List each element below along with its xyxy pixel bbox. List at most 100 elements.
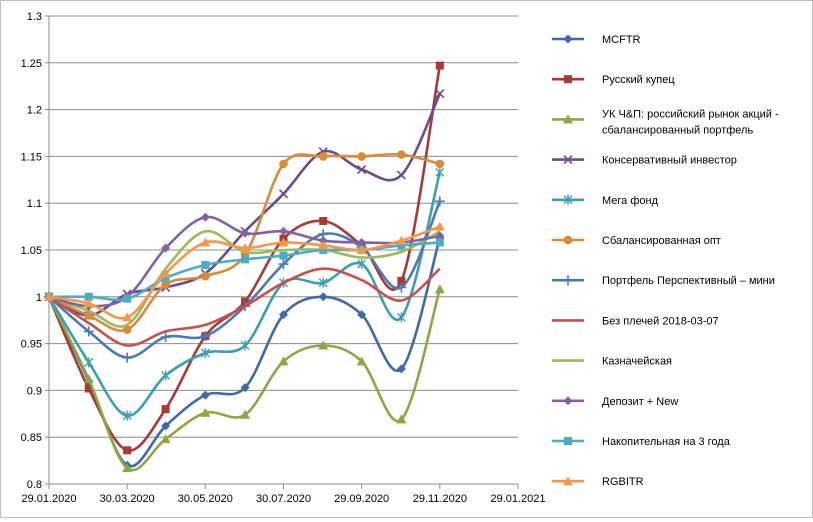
- data-point: [201, 271, 210, 281]
- data-point: [161, 243, 171, 253]
- data-point: [83, 298, 94, 308]
- data-point: [84, 292, 93, 301]
- legend: MCFTR Русский купец УК Ч&П: российский рын…: [552, 34, 779, 488]
- legend-label: Консервативный инвестор: [602, 155, 737, 167]
- data-point: [279, 226, 288, 236]
- legend-swatch-marker: [564, 75, 572, 84]
- series-2: [44, 284, 445, 473]
- data-point: [200, 390, 210, 400]
- data-point: [44, 291, 54, 301]
- data-point: [396, 170, 406, 180]
- data-point: [397, 276, 406, 285]
- data-point: [357, 310, 367, 320]
- series-4: [44, 167, 445, 421]
- data-point: [200, 331, 211, 342]
- legend-label: Мега фонд: [602, 195, 659, 207]
- data-point: [435, 89, 445, 99]
- data-point: [240, 383, 250, 393]
- data-point: [83, 374, 94, 384]
- legend-swatch-marker: [563, 396, 573, 406]
- legend-item-7: Без плечей 2018-03-07: [552, 315, 719, 327]
- data-point: [319, 216, 328, 225]
- data-point: [84, 384, 93, 393]
- series-line: [47, 171, 442, 417]
- data-point: [200, 212, 210, 222]
- data-point: [84, 311, 94, 320]
- legend-item-0: MCFTR: [552, 34, 641, 46]
- data-point: [279, 159, 288, 169]
- data-point: [123, 294, 132, 303]
- data-point: [122, 463, 133, 473]
- data-point: [356, 245, 367, 254]
- data-point: [84, 357, 94, 368]
- data-point: [201, 260, 210, 269]
- data-point: [240, 340, 250, 351]
- data-point: [435, 238, 444, 247]
- data-point: [123, 446, 132, 455]
- legend-swatch-marker: [563, 114, 573, 124]
- legend-swatch-marker: [563, 194, 573, 205]
- legend-item-11: RGBITR: [552, 476, 644, 488]
- legend-item-6: Портфель Перспективный – мини: [552, 275, 775, 287]
- legend-item-5: Сбалансированная опт: [552, 235, 721, 247]
- series-line: [48, 93, 441, 317]
- legend-swatch-marker: [564, 437, 572, 445]
- data-point: [396, 282, 407, 293]
- legend-label: Депозит + New: [602, 396, 678, 408]
- legend-label: MCFTR: [602, 34, 641, 46]
- legend-item-8: Казначейская: [552, 356, 672, 368]
- data-point: [357, 259, 367, 270]
- data-point: [318, 292, 328, 302]
- legend-label: Без плечей 2018-03-07: [602, 315, 719, 327]
- legend-swatch-marker: [563, 275, 573, 286]
- y-tick-label: 1.1: [27, 198, 42, 210]
- data-point: [397, 241, 406, 250]
- data-point: [161, 274, 170, 283]
- data-point: [241, 255, 250, 264]
- data-point: [396, 312, 406, 323]
- legend-item-3: Консервативный инвестор: [552, 155, 737, 167]
- y-tick-label: 0.95: [21, 339, 42, 351]
- y-tick-label: 1.05: [21, 245, 42, 257]
- series-lines: [44, 61, 445, 473]
- series-line: [47, 288, 442, 472]
- data-point: [240, 243, 251, 253]
- legend-swatch-marker: [563, 34, 573, 44]
- data-point: [357, 238, 367, 248]
- data-point: [161, 370, 171, 381]
- series-0: [44, 233, 445, 470]
- data-point: [318, 277, 328, 288]
- data-point: [356, 356, 367, 366]
- data-point: [122, 325, 132, 334]
- data-point: [83, 326, 94, 337]
- x-tick-label: 30.05.2020: [178, 493, 233, 505]
- legend-item-4: Мега фонд: [552, 194, 659, 207]
- data-point: [319, 246, 328, 254]
- data-point: [279, 310, 288, 320]
- data-point: [160, 268, 171, 278]
- legend-item-10: Накопительная на 3 года: [552, 436, 731, 448]
- data-point: [318, 340, 329, 350]
- data-point: [279, 251, 288, 260]
- data-point: [240, 228, 250, 238]
- data-point: [122, 312, 133, 322]
- x-tick-label: 30.07.2020: [256, 493, 311, 505]
- data-point: [200, 407, 211, 417]
- data-point: [278, 356, 289, 366]
- y-tick-label: 1: [36, 292, 42, 304]
- y-tick-label: 1.25: [21, 58, 42, 70]
- data-point: [435, 159, 445, 169]
- data-point: [278, 259, 289, 270]
- data-point: [434, 284, 445, 294]
- data-point: [200, 347, 210, 358]
- data-point: [200, 237, 211, 247]
- data-point: [161, 421, 171, 431]
- y-tick-label: 0.9: [27, 385, 42, 397]
- x-tick-label: 30.03.2020: [100, 493, 155, 505]
- data-point: [318, 240, 329, 250]
- legend-label: Русский купец: [602, 74, 675, 86]
- legend-swatch-marker: [563, 235, 573, 245]
- y-tick-label: 0.8: [27, 479, 42, 491]
- data-point: [161, 280, 170, 289]
